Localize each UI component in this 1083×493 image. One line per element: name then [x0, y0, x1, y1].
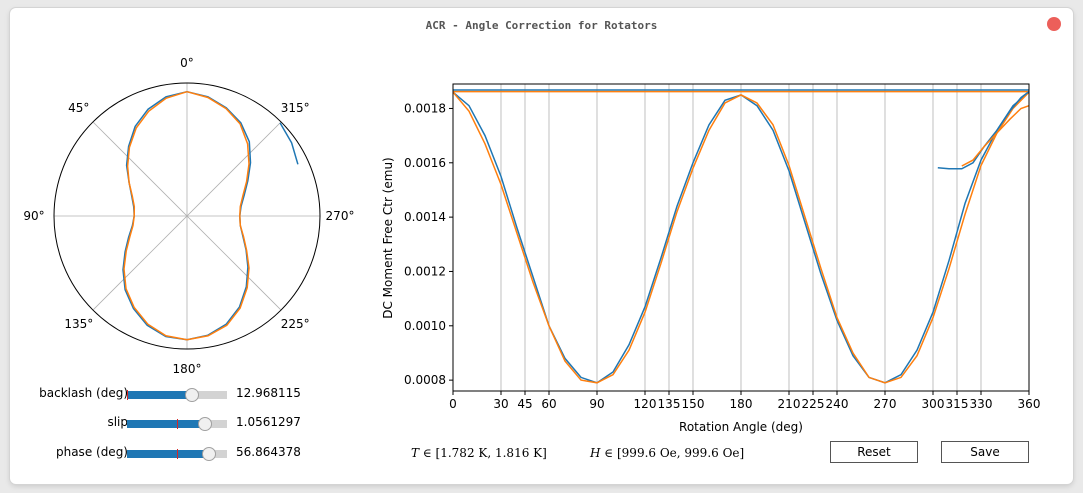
y-tick-label: 0.0008	[404, 373, 446, 387]
x-tick-label: 240	[826, 397, 849, 411]
x-tick-label: 210	[778, 397, 801, 411]
polar-label-225: 225°	[281, 317, 310, 331]
x-tick-label: 30	[493, 397, 508, 411]
save-button[interactable]: Save	[941, 441, 1029, 463]
phase-slider-knob[interactable]	[202, 447, 216, 461]
title-bar: ACR - Angle Correction for Rotators	[10, 8, 1073, 40]
field-range-value: ∈ [999.6 Oe, 999.6 Oe]	[604, 446, 745, 460]
chart-lines	[452, 89, 1030, 384]
polar-series-1	[123, 90, 250, 341]
slip-slider-row: slip 1.0561297	[0, 413, 330, 433]
x-tick-label: 90	[589, 397, 604, 411]
close-button[interactable]	[1047, 17, 1061, 31]
slip-slider[interactable]	[127, 417, 227, 431]
x-tick-label: 180	[730, 397, 753, 411]
phase-slider-row: phase (deg) 56.864378	[0, 443, 330, 463]
phase-label: phase (deg)	[55, 445, 128, 459]
x-axis-ticks: 0 30 45 60 90 120 135 150 180 210 225 240 270 300 315 3…	[449, 391, 1040, 411]
y-tick-label: 0.0012	[404, 264, 446, 278]
x-tick-label: 45	[517, 397, 532, 411]
backlash-slider[interactable]	[127, 388, 227, 402]
x-tick-label: 330	[970, 397, 993, 411]
y-tick-label: 0.0016	[404, 156, 446, 170]
moment-chart: 0 30 45 60 90 120 135 150 180 210 225 240 270 300 315 3…	[381, 83, 1040, 434]
phase-initial-marker	[177, 449, 178, 459]
field-range: H ∈ [999.6 Oe, 999.6 Oe]	[590, 446, 744, 460]
x-tick-label: 360	[1018, 397, 1041, 411]
reset-button[interactable]: Reset	[830, 441, 918, 463]
phase-slider[interactable]	[127, 447, 227, 461]
x-tick-label: 135	[658, 397, 681, 411]
y-axis-label: DC Moment Free Ctr (emu)	[381, 157, 395, 318]
x-tick-label: 0	[449, 397, 457, 411]
backlash-slider-fill	[127, 391, 192, 399]
window-title: ACR - Angle Correction for Rotators	[425, 19, 658, 32]
phase-value[interactable]: 56.864378	[236, 445, 301, 459]
backlash-label: backlash (deg)	[39, 386, 128, 400]
polar-tail-segment	[279, 122, 299, 165]
polar-label-270: 270°	[326, 209, 355, 223]
polar-label-180: 180°	[173, 362, 202, 376]
polar-outline	[53, 82, 321, 350]
x-tick-label: 270	[874, 397, 897, 411]
polar-label-135: 135°	[64, 317, 93, 331]
slip-slider-knob[interactable]	[198, 417, 212, 431]
y-tick-label: 0.0018	[404, 101, 446, 115]
x-tick-label: 60	[541, 397, 556, 411]
y-tick-label: 0.0014	[404, 210, 446, 224]
backlash-value[interactable]: 12.968115	[236, 386, 301, 400]
polar-label-45: 45°	[68, 101, 89, 115]
chart-grid	[500, 84, 982, 391]
slip-label: slip	[107, 415, 128, 429]
temperature-range: T ∈ [1.782 K, 1.816 K]	[411, 446, 547, 460]
series-line-1	[452, 91, 1030, 384]
backlash-slider-knob[interactable]	[185, 388, 199, 402]
x-tick-label: 120	[634, 397, 657, 411]
x-axis-label: Rotation Angle (deg)	[679, 420, 803, 434]
y-tick-label: 0.0010	[404, 319, 446, 333]
series-line-5	[961, 104, 1030, 167]
y-axis-ticks: 0.0008 0.0010 0.0012 0.0014 0.0016 0.0018	[404, 101, 453, 387]
slip-value[interactable]: 1.0561297	[236, 415, 301, 429]
backlash-slider-row: backlash (deg) 12.968115	[0, 384, 330, 404]
polar-label-0: 0°	[180, 56, 194, 70]
backlash-initial-marker	[127, 390, 128, 400]
polar-curves	[122, 90, 299, 341]
x-tick-label: 225	[802, 397, 825, 411]
temperature-symbol: T	[411, 446, 420, 460]
temperature-range-value: ∈ [1.782 K, 1.816 K]	[422, 446, 547, 460]
slip-slider-fill	[127, 420, 205, 428]
polar-label-315: 315°	[281, 101, 310, 115]
x-tick-label: 150	[682, 397, 705, 411]
field-symbol: H	[590, 446, 601, 460]
x-tick-label: 300	[922, 397, 945, 411]
polar-plot: 0° 45° 90° 135° 180° 225° 270° 315°	[23, 56, 355, 376]
polar-label-90: 90°	[23, 209, 44, 223]
phase-slider-fill	[127, 450, 209, 458]
slip-initial-marker	[177, 419, 178, 429]
x-tick-label: 315	[946, 397, 969, 411]
